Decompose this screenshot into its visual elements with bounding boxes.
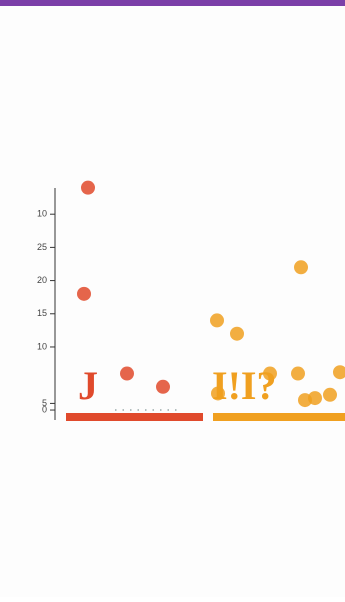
y-tick-label: 0 — [42, 404, 47, 414]
y-tick-label: 25 — [37, 242, 47, 252]
y-tick-label: 10 — [37, 341, 47, 351]
point — [230, 326, 244, 341]
point — [333, 365, 345, 380]
point — [120, 366, 134, 381]
point — [291, 366, 305, 381]
category-band — [213, 413, 345, 421]
y-tick-label: 20 — [37, 275, 47, 285]
point — [211, 386, 225, 401]
category-label: J — [78, 363, 98, 408]
panel — [0, 6, 345, 597]
point — [323, 387, 337, 402]
top-border — [0, 0, 345, 6]
point — [81, 180, 95, 195]
point — [308, 391, 322, 406]
y-tick-label: 15 — [37, 308, 47, 318]
y-tick-label: 10 — [37, 209, 47, 219]
point — [77, 286, 91, 301]
point — [156, 379, 170, 394]
category-band — [66, 413, 203, 421]
y-tick-label: 5 — [42, 398, 47, 408]
point — [263, 366, 277, 381]
point — [210, 313, 224, 328]
point — [294, 260, 308, 275]
